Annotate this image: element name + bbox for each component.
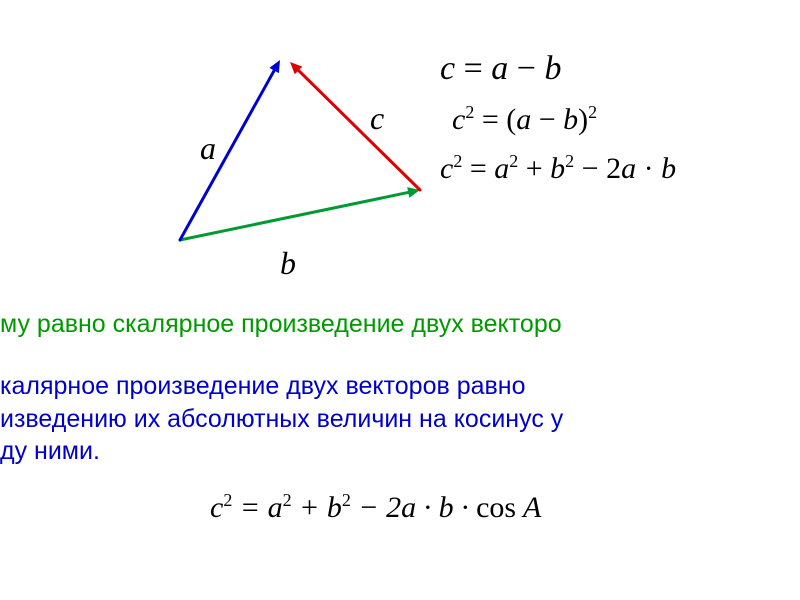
formula-3: c2 = a2 + b2 − 2a · b	[440, 151, 676, 186]
vector-diagram: a b c	[80, 40, 440, 285]
definition-line-2: изведению их абсолютных величин на косин…	[0, 403, 800, 436]
definition-block: калярное произведение двух векторов равн…	[0, 370, 800, 468]
formula-block: c = a − b c2 = (a − b)2 c2 = a2 + b2 − 2…	[440, 50, 676, 186]
formula-1: c = a − b	[440, 50, 676, 88]
vector-svg	[80, 40, 440, 280]
formula-2: c2 = (a − b)2	[452, 102, 676, 137]
definition-line-1: калярное произведение двух векторов равн…	[0, 370, 800, 403]
label-c: c	[370, 100, 384, 137]
label-b: b	[280, 245, 296, 282]
definition-line-3: ду ними.	[0, 435, 800, 468]
slide-canvas: a b c c = a − b c2 = (a − b)2 c2 = a2 + …	[0, 0, 800, 600]
label-a: a	[200, 130, 216, 167]
cosine-formula: c2 = a2 + b2 − 2a · b · cos A	[210, 490, 541, 525]
question-text: му равно скалярное произведение двух век…	[0, 310, 800, 339]
